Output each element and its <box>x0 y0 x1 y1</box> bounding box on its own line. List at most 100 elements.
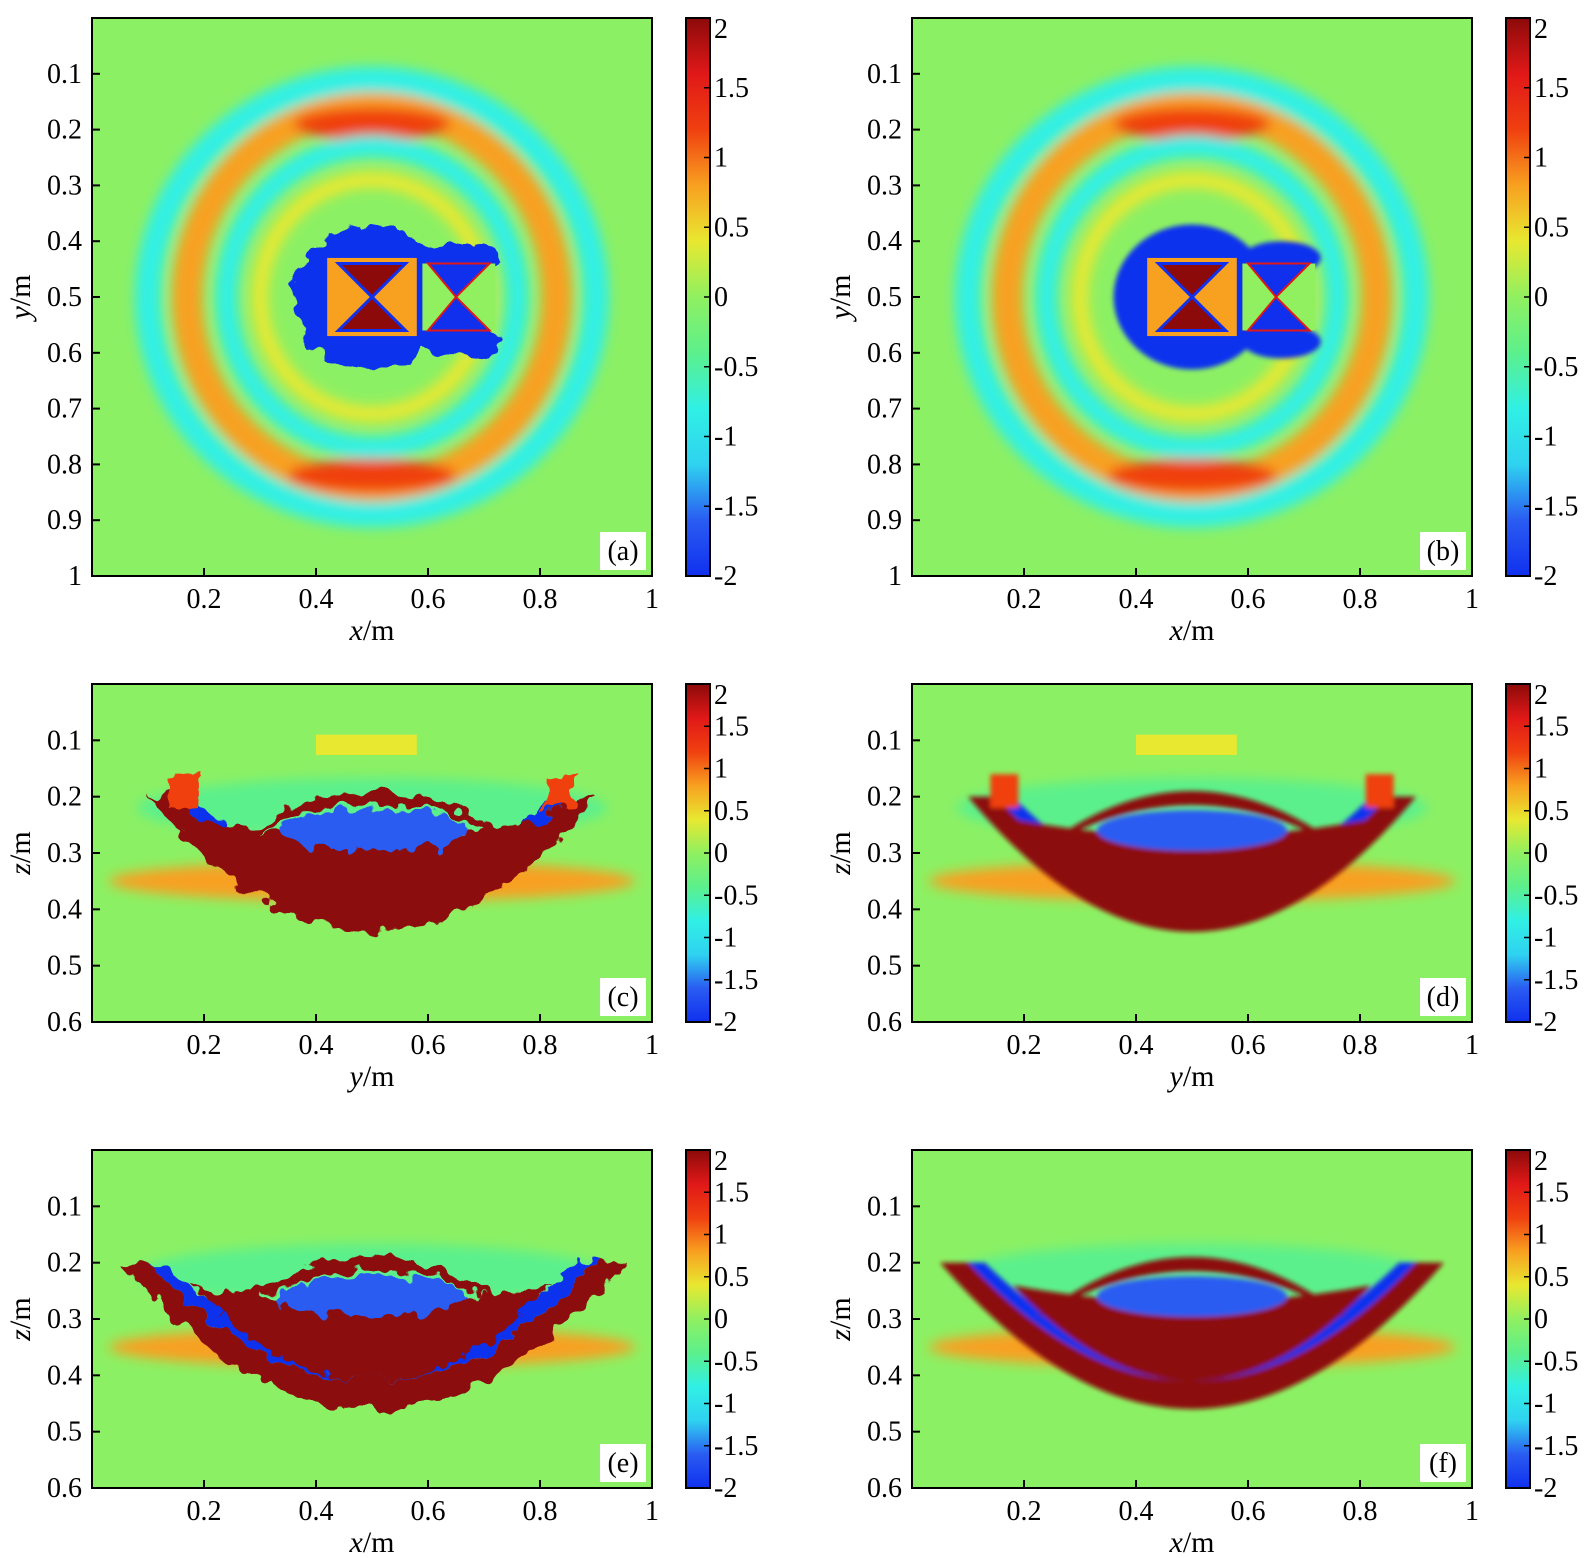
y-tick-label: 0.5 <box>867 951 902 982</box>
colorbar-tick-label: -0.5 <box>1534 880 1578 911</box>
colorbar-tick-label: 1 <box>1534 1220 1548 1251</box>
colorbar-tick-label: 2 <box>1534 680 1548 711</box>
colorbar-tick-label: 1.5 <box>1534 73 1569 104</box>
x-tick-label: 0.8 <box>1343 1030 1378 1061</box>
colorbar-tick-label: -1.5 <box>1534 965 1578 996</box>
y-tick-label: 0.5 <box>47 282 82 313</box>
panel-e: 0.1 0.2 0.3 0.4 0.5 0.6 0.2 0.4 0.6 0.8 1 x/m z/m (e)… <box>4 1146 758 1558</box>
colorbar-tick-label: -2 <box>714 1007 737 1038</box>
heatmap-c <box>92 684 652 1022</box>
y-tick-label: 0.3 <box>47 838 82 869</box>
colorbar-tick-label: 2 <box>714 680 728 711</box>
y-tick-label: 0.2 <box>867 782 902 813</box>
x-tick-label: 0.2 <box>187 1030 222 1061</box>
panel-tag: (b) <box>1427 536 1460 567</box>
y-axis-label: z/m <box>4 831 37 875</box>
colorbar-tick-label: 0.5 <box>1534 212 1569 243</box>
y-tick-label: 0.9 <box>867 505 902 536</box>
y-axis-label: z/m <box>824 1297 857 1341</box>
colorbar-tick-label: -1 <box>1534 923 1557 954</box>
x-tick-label: 0.4 <box>299 1496 334 1527</box>
heatmap-a <box>92 18 652 576</box>
colorbar-tick-label: -0.5 <box>1534 352 1578 383</box>
x-tick-label: 1 <box>1465 1030 1479 1061</box>
colorbar-tick-label: 1.5 <box>1534 1177 1569 1208</box>
x-axis-label: x/m <box>1169 614 1215 647</box>
colorbar-tick-label: 0.5 <box>1534 796 1569 827</box>
x-tick-label: 1 <box>645 1496 659 1527</box>
colorbar-tick-label: -1 <box>1534 422 1557 453</box>
y-tick-label: 0.1 <box>47 725 82 756</box>
colorbar: 21.510.50-0.5-1-1.5-2 <box>1505 14 1578 592</box>
colorbar-tick-label: 1 <box>714 754 728 785</box>
panel-tag-box <box>1420 1444 1466 1482</box>
y-tick-label: 0.9 <box>47 505 82 536</box>
colorbar-tick-label: 0 <box>1534 1304 1548 1335</box>
panel-b: 0.1 0.2 0.3 0.4 0.5 0.6 0.7 0.8 0.9 1 0.2 0.4 0.6 0.8… <box>824 14 1578 647</box>
panel-tag: (d) <box>1427 982 1460 1013</box>
x-tick-label: 0.4 <box>299 584 334 615</box>
colorbar-tick-label: 0.5 <box>714 1262 749 1293</box>
colorbar-tick-label: -1 <box>714 923 737 954</box>
y-tick-label: 1 <box>888 561 902 592</box>
x-tick-label: 1 <box>645 1030 659 1061</box>
x-axis-label: x/m <box>349 614 395 647</box>
colorbar-tick-label: -1.5 <box>1534 491 1578 522</box>
y-tick-label: 0.4 <box>867 894 902 925</box>
y-tick-label: 0.6 <box>867 1473 902 1504</box>
colorbar-tick-label: -0.5 <box>1534 1346 1578 1377</box>
y-tick-label: 0.1 <box>867 59 902 90</box>
y-axis-label: z/m <box>824 831 857 875</box>
colorbar-tick-label: 1 <box>1534 143 1548 174</box>
colorbar-tick-label: -0.5 <box>714 352 758 383</box>
panel-c: 0.1 0.2 0.3 0.4 0.5 0.6 0.2 0.4 0.6 0.8 1 y/m z/m (c)… <box>4 680 758 1093</box>
colorbar-tick-label: -2 <box>714 561 737 592</box>
y-tick-label: 0.3 <box>47 1304 82 1335</box>
panel-tag: (c) <box>607 982 638 1013</box>
x-tick-label: 0.6 <box>1231 584 1266 615</box>
y-tick-label: 0.7 <box>47 394 82 425</box>
y-axis-label: z/m <box>4 1297 37 1341</box>
colorbar: 21.510.50-0.5-1-1.5-2 <box>685 680 758 1038</box>
heatmap-f <box>912 1150 1472 1488</box>
x-tick-label: 0.6 <box>411 584 446 615</box>
x-tick-label: 0.6 <box>1231 1030 1266 1061</box>
colorbar-tick-label: -2 <box>1534 1007 1557 1038</box>
y-tick-label: 0.1 <box>47 1191 82 1222</box>
colorbar: 21.510.50-0.5-1-1.5-2 <box>1505 680 1578 1038</box>
x-tick-label: 0.2 <box>1007 584 1042 615</box>
y-tick-label: 1 <box>68 561 82 592</box>
colorbar-tick-label: 1.5 <box>714 1177 749 1208</box>
colorbar-tick-label: -2 <box>1534 1473 1557 1504</box>
colorbar-tick-label: 2 <box>1534 14 1548 45</box>
y-tick-label: 0.6 <box>867 1007 902 1038</box>
colorbar-tick-label: 0 <box>1534 282 1548 313</box>
y-tick-label: 0.2 <box>47 1248 82 1279</box>
x-tick-label: 0.6 <box>411 1496 446 1527</box>
colorbar: 21.510.50-0.5-1-1.5-2 <box>1505 1146 1578 1504</box>
panel-tag-box <box>600 532 646 570</box>
panel-tag: (f) <box>1429 1448 1457 1479</box>
colorbar-tick-label: 1 <box>1534 754 1548 785</box>
y-tick-label: 0.1 <box>47 59 82 90</box>
colorbar: 21.510.50-0.5-1-1.5-2 <box>685 14 758 592</box>
x-tick-label: 0.6 <box>1231 1496 1266 1527</box>
x-axis-label: x/m <box>349 1526 395 1558</box>
colorbar-tick-label: 1 <box>714 1220 728 1251</box>
x-axis-label: y/m <box>347 1060 395 1093</box>
y-tick-label: 0.5 <box>47 1417 82 1448</box>
y-tick-label: 0.6 <box>47 1007 82 1038</box>
y-tick-label: 0.3 <box>867 838 902 869</box>
colorbar-tick-label: 0.5 <box>1534 1262 1569 1293</box>
colorbar-tick-label: -1 <box>714 422 737 453</box>
y-tick-label: 0.1 <box>867 1191 902 1222</box>
y-tick-label: 0.8 <box>47 449 82 480</box>
y-tick-label: 0.4 <box>867 1360 902 1391</box>
x-tick-label: 0.4 <box>1119 1030 1154 1061</box>
colorbar-tick-label: 2 <box>714 14 728 45</box>
panel-tag-box <box>600 1444 646 1482</box>
x-tick-label: 0.2 <box>187 584 222 615</box>
panel-tag-box <box>1420 532 1466 570</box>
y-tick-label: 0.8 <box>867 449 902 480</box>
panel-tag: (a) <box>607 536 638 567</box>
